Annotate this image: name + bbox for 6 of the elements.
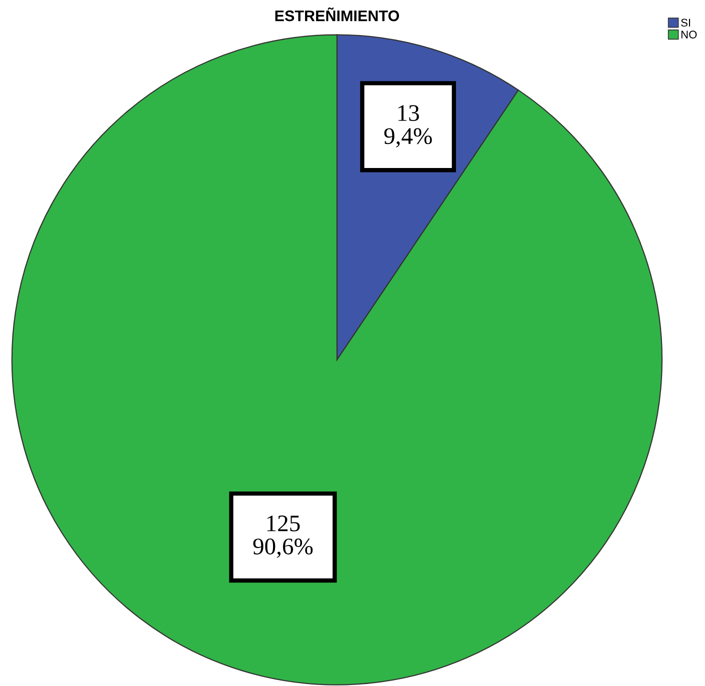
pie-slice	[11, 34, 663, 686]
data-label: 13 9,4%	[384, 105, 432, 148]
data-label: 125 90,6%	[253, 516, 313, 558]
chart-title: ESTREÑIMIENTO	[275, 8, 400, 22]
legend-label: NO	[681, 30, 697, 38]
legend-label: SI	[681, 18, 690, 27]
